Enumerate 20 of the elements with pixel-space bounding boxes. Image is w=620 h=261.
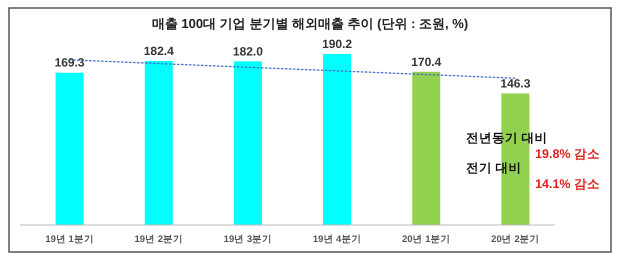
x-tick-label: 19년 2분기 [134, 234, 183, 245]
chart-title: 매출 100대 기업 분기별 해외매출 추이 (단위 : 조원, %) [152, 16, 468, 31]
bar [323, 54, 352, 225]
data-label: 169.3 [54, 56, 85, 70]
x-tick-label: 20년 2분기 [491, 234, 540, 245]
data-label: 182.0 [232, 44, 264, 58]
data-label: 170.4 [411, 54, 442, 69]
data-label: 182.4 [144, 44, 174, 58]
bar [144, 60, 173, 225]
annotation: 14.1% 감소 [535, 177, 600, 191]
x-tick-label: 19년 3분기 [224, 234, 272, 245]
data-label: 190.2 [322, 36, 352, 51]
bar [412, 72, 440, 225]
x-tick-label: 19년 4분기 [312, 234, 362, 245]
annotation: 19.8% 감소 [535, 147, 600, 161]
x-tick-label: 19년 1분기 [45, 234, 94, 245]
data-label: 146.3 [500, 76, 531, 90]
bar [234, 61, 262, 225]
x-tick-label: 20년 1분기 [402, 234, 450, 245]
bar [56, 72, 84, 225]
